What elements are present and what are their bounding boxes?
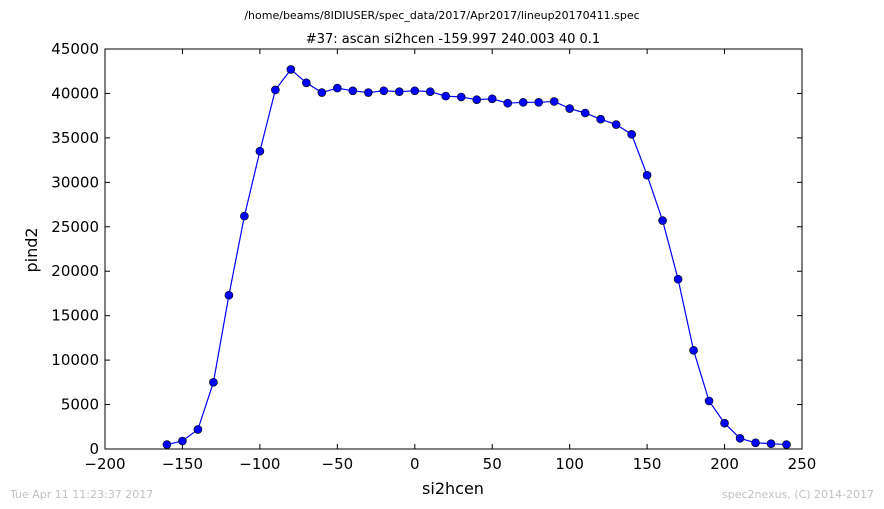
x-tick-label: −150	[162, 455, 203, 473]
timestamp: Tue Apr 11 11:23:37 2017	[10, 488, 154, 501]
y-tick-label: 45000	[51, 40, 99, 58]
y-tick-label: 0	[89, 440, 99, 458]
credit: spec2nexus, (C) 2014-2017	[722, 488, 874, 501]
series-line	[166, 68, 787, 446]
y-axis-label: pind2	[22, 227, 41, 272]
data-point	[689, 346, 698, 355]
x-axis-label: si2hcen	[422, 479, 484, 498]
y-tick-label: 25000	[51, 218, 99, 236]
data-point	[425, 87, 435, 96]
data-point	[317, 88, 327, 97]
data-point	[348, 86, 358, 96]
x-tick-label: 150	[633, 455, 662, 473]
data-point	[333, 83, 342, 93]
y-tick-label: 40000	[51, 84, 99, 102]
y-tick-label: 10000	[51, 351, 99, 369]
data-point	[224, 290, 234, 300]
data-point	[302, 78, 311, 88]
data-point	[394, 87, 404, 96]
data-point	[410, 86, 420, 96]
data-point	[456, 92, 466, 102]
data-point	[627, 130, 636, 139]
y-tick-label: 5000	[61, 396, 99, 414]
data-point	[162, 440, 172, 449]
chart-title: #37: ascan si2hcen -159.997 240.003 40 0…	[306, 32, 600, 47]
y-tick-label: 15000	[51, 307, 99, 325]
data-point	[720, 418, 729, 428]
data-point	[240, 211, 249, 221]
data-point	[209, 378, 218, 387]
data-point	[193, 425, 203, 434]
data-point	[580, 108, 590, 118]
y-tick-label: 20000	[51, 262, 99, 280]
data-point	[255, 146, 265, 156]
x-tick-label: −200	[84, 455, 125, 473]
data-point	[364, 88, 373, 97]
y-tick-label: 35000	[51, 129, 99, 147]
data-point	[565, 104, 574, 113]
series-layer	[162, 65, 791, 449]
data-point	[673, 274, 683, 284]
data-point	[271, 85, 280, 95]
data-point	[534, 98, 543, 107]
data-point	[503, 98, 513, 108]
x-tick-label: 200	[710, 455, 739, 473]
plot-area	[104, 48, 803, 450]
y-tick-label: 30000	[51, 173, 99, 191]
data-point	[782, 440, 791, 449]
x-tick-label: 100	[555, 455, 584, 473]
data-point	[596, 114, 605, 124]
data-point	[766, 439, 776, 448]
data-point	[642, 170, 652, 180]
x-tick-label: 0	[410, 455, 420, 473]
file-path-title: /home/beams/8IDIUSER/spec_data/2017/Apr2…	[244, 9, 640, 22]
x-tick-label: −100	[239, 455, 280, 473]
x-tick-label: 250	[788, 455, 817, 473]
data-point	[735, 434, 745, 443]
data-point	[518, 98, 528, 107]
data-point	[611, 120, 621, 129]
data-point	[704, 396, 714, 406]
data-point	[441, 91, 451, 101]
data-point	[751, 438, 760, 448]
data-point	[658, 216, 667, 225]
axis-ticks: −200 −150 −100 −50 0 50 100 150 200 250 0 5000 10000…	[51, 40, 816, 473]
x-tick-label: −50	[322, 455, 354, 473]
data-point	[178, 436, 187, 446]
x-tick-label: 50	[483, 455, 502, 473]
data-point	[379, 86, 389, 96]
data-point	[472, 95, 482, 104]
data-point	[487, 94, 497, 104]
data-point	[286, 65, 296, 74]
data-point	[549, 97, 559, 106]
